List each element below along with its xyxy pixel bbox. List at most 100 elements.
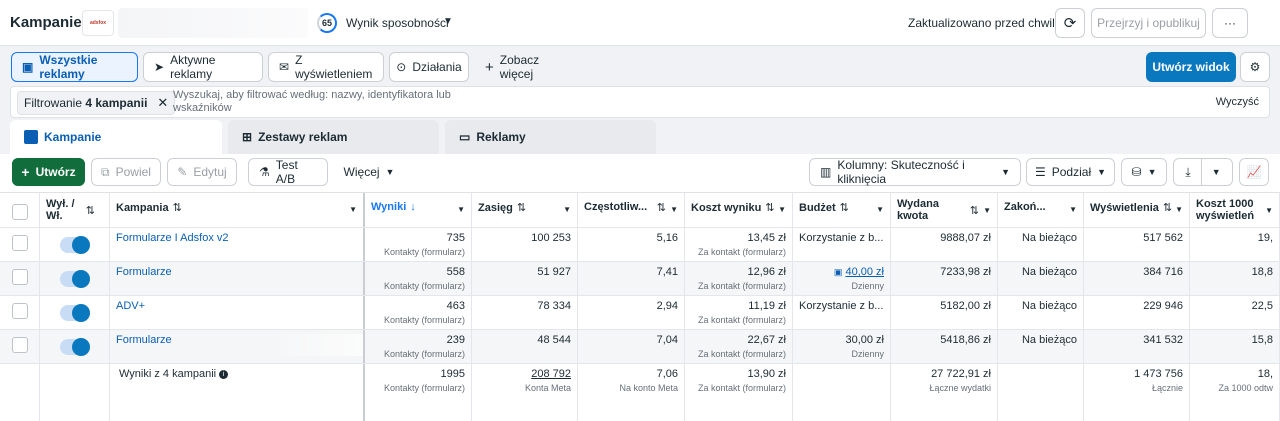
close-icon[interactable]: ✕ — [157, 95, 169, 110]
plus-icon: + — [21, 164, 30, 180]
account-name-redacted[interactable] — [118, 8, 308, 38]
chevron-down-icon[interactable]: ▼ — [443, 16, 453, 27]
send-icon: ➤ — [154, 60, 165, 74]
campaigns-table: Wył. / Wł. ⇅ Kampania ⇅ ▼ Wyniki ↓ ▼ Zasięg ⇅ ▼… — [0, 192, 1280, 421]
tab-see-more[interactable]: + Zobacz więcej — [485, 53, 540, 81]
more-options-button[interactable]: ··· — [1212, 8, 1248, 38]
opportunity-score-badge[interactable]: 65 — [317, 13, 337, 33]
header-campaign[interactable]: Kampania ⇅ ▼ — [110, 193, 365, 227]
row-checkbox[interactable] — [11, 235, 28, 251]
chevron-down-icon: ▼ — [349, 205, 357, 214]
campaign-toggle[interactable] — [59, 338, 90, 356]
sort-down-icon: ↓ — [410, 201, 416, 213]
row-checkbox[interactable] — [11, 303, 28, 319]
sort-icon: ⇅ — [765, 202, 775, 214]
table-row[interactable]: Formularze I Adsfox v2 735 Kontakty (form… — [0, 228, 1280, 262]
tab-actions[interactable]: ⊙ Działania — [389, 52, 469, 82]
sort-icon: ⇅ — [839, 202, 849, 214]
export-dropdown[interactable]: ⤓ ▼ — [1173, 158, 1233, 186]
campaign-toggle[interactable] — [59, 304, 90, 322]
ab-test-button[interactable]: ⚗ Test A/B — [248, 158, 328, 186]
tab-with-impressions[interactable]: ✉ Z wyświetleniem — [268, 52, 384, 82]
header-ends[interactable]: Zakoń... ▼ — [998, 193, 1084, 227]
chevron-down-icon: ▼ — [983, 206, 991, 215]
refresh-icon: ⟳ — [1063, 15, 1077, 32]
chevron-down-icon: ▼ — [1175, 205, 1183, 214]
chevron-down-icon: ▼ — [563, 205, 571, 214]
chart-button[interactable]: 📈 — [1239, 158, 1269, 186]
account-logo[interactable]: adsfox — [82, 10, 114, 36]
chart-icon: 📈 — [1246, 165, 1262, 179]
duplicate-button[interactable]: ⧉ Powiel — [91, 158, 161, 186]
chevron-down-icon: ▼ — [1069, 205, 1077, 214]
more-actions-button[interactable]: Więcej ▼ — [334, 158, 404, 186]
sort-icon: ⇅ — [969, 205, 979, 217]
columns-icon: ▥ — [820, 165, 832, 179]
campaign-name-link[interactable]: Formularze — [116, 334, 172, 346]
grid-icon: ⊞ — [242, 130, 253, 144]
updated-status: Zaktualizowano przed chwilą — [908, 16, 1062, 30]
sort-icon: ⇅ — [1162, 202, 1173, 214]
table-row[interactable]: ADV+ 463 Kontakty (formularz) 78 334 2,94… — [0, 296, 1280, 330]
chart-icon: ▣ — [833, 267, 843, 277]
tab-active-ads[interactable]: ➤ Aktywne reklamy — [143, 52, 263, 82]
create-button[interactable]: + Utwórz — [12, 158, 85, 186]
table-header: Wył. / Wł. ⇅ Kampania ⇅ ▼ Wyniki ↓ ▼ Zasięg ⇅ ▼… — [0, 193, 1280, 228]
header-cost-per-result[interactable]: Koszt wyniku ⇅ ▼ — [685, 193, 793, 227]
totals-label: Wyniki z 4 kampanii — [119, 368, 217, 380]
info-icon[interactable]: i — [219, 370, 229, 379]
reports-dropdown[interactable]: ⛁ ▼ — [1121, 158, 1167, 186]
clear-filters-link[interactable]: Wyczyść — [1215, 96, 1259, 108]
campaign-name-link[interactable]: Formularze — [116, 266, 172, 278]
edit-button[interactable]: ✎ Edytuj — [167, 158, 237, 186]
view-settings-button[interactable]: ⚙ — [1240, 52, 1270, 82]
header-reach[interactable]: Zasięg ⇅ ▼ — [472, 193, 578, 227]
view-tab-bar: ▣ Wszystkie reklamy ➤ Aktywne reklamy ✉ … — [0, 46, 1280, 86]
row-checkbox[interactable] — [11, 269, 28, 285]
chevron-down-icon: ▼ — [457, 205, 465, 214]
budget-edit-link[interactable]: ▣ 40,00 zł — [833, 266, 884, 278]
tab-campaigns[interactable]: Kampanie — [10, 120, 222, 154]
review-publish-button[interactable]: Przejrzyj i opublikuj — [1091, 8, 1206, 38]
opportunity-score-label[interactable]: Wynik sposobności — [346, 16, 449, 30]
select-all-checkbox[interactable] — [11, 204, 28, 220]
search-filter-input[interactable]: Wyszukaj, aby filtrować według: nazwy, i… — [173, 89, 451, 114]
tab-all-ads[interactable]: ▣ Wszystkie reklamy — [11, 52, 138, 82]
campaign-name-link[interactable]: ADV+ — [116, 300, 146, 312]
reach-total[interactable]: 208 792 — [531, 368, 571, 380]
flask-icon: ⚗ — [259, 165, 270, 179]
campaign-toggle[interactable] — [59, 236, 90, 254]
chevron-down-icon: ▼ — [1001, 167, 1010, 177]
top-bar: Kampanie adsfox 65 Wynik sposobności ▼ Z… — [0, 0, 1280, 46]
header-budget[interactable]: Budżet ⇅ ▼ — [793, 193, 891, 227]
header-onoff[interactable]: Wył. / Wł. ⇅ — [40, 193, 110, 227]
campaign-name-link[interactable]: Formularze I Adsfox v2 — [116, 232, 229, 244]
campaign-toggle[interactable] — [59, 270, 90, 288]
copy-icon: ⧉ — [101, 164, 110, 179]
create-view-button[interactable]: Utwórz widok — [1146, 52, 1236, 82]
filter-chip[interactable]: Filtrowanie 4 kampanii ✕ — [17, 91, 176, 115]
table-row[interactable]: Formularze 558 Kontakty (formularz) 51 92… — [0, 262, 1280, 296]
tab-ads[interactable]: ▭ Reklamy — [445, 120, 656, 154]
header-impressions[interactable]: Wyświetlenia ⇅ ▼ — [1084, 193, 1190, 227]
header-amount-spent[interactable]: Wydana kwota ⇅ ▼ — [891, 193, 998, 227]
plus-icon: + — [485, 58, 494, 76]
row-checkbox[interactable] — [11, 337, 28, 353]
columns-dropdown[interactable]: ▥ Kolumny: Skuteczność i kliknięcia ▼ — [809, 158, 1021, 186]
filter-bar[interactable]: Filtrowanie 4 kampanii ✕ Wyszukaj, aby f… — [10, 86, 1270, 118]
sort-icon: ⇅ — [85, 205, 95, 217]
chevron-down-icon: ▼ — [1147, 167, 1157, 177]
refresh-button[interactable]: ⟳ — [1055, 8, 1085, 38]
page-title: Kampanie — [10, 14, 82, 31]
ad-icon: ▭ — [459, 130, 471, 144]
header-results[interactable]: Wyniki ↓ ▼ — [365, 193, 472, 227]
table-row[interactable]: Formularze 239 Kontakty (formularz) 48 54… — [0, 330, 1280, 364]
tab-ad-sets[interactable]: ⊞ Zestawy reklam — [228, 120, 439, 154]
redacted-name — [280, 334, 363, 356]
breakdown-dropdown[interactable]: ☰ Podział ▼ — [1026, 158, 1115, 186]
sort-icon: ⇅ — [516, 202, 527, 214]
header-frequency[interactable]: Częstotliw... ⇅ ▼ — [578, 193, 685, 227]
sliders-icon: ⚙ — [1249, 60, 1261, 74]
table-toolbar: + Utwórz ⧉ Powiel ✎ Edytuj ⚗ Test A/B Wi… — [0, 154, 1280, 192]
header-cpm[interactable]: Koszt 1000 wyświetleń ▼ — [1190, 193, 1280, 227]
